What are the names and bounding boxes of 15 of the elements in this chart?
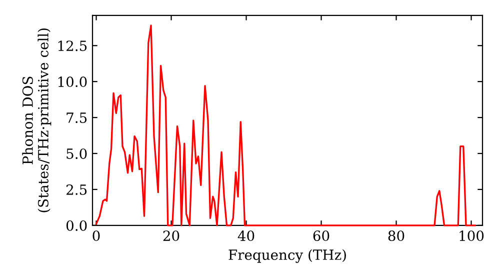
y-tick-label: 2.5 — [66, 184, 87, 195]
y-tick-label: 10.0 — [58, 76, 87, 88]
x-tick-label: 60 — [313, 230, 330, 242]
line-series — [95, 24, 476, 226]
x-axis-title: Frequency (THz) — [228, 249, 346, 263]
y-tick-label: 7.5 — [66, 112, 87, 123]
x-tick-label: 0 — [92, 230, 100, 242]
x-tick-label: 80 — [388, 230, 404, 242]
y-tick-label: 12.5 — [58, 40, 87, 52]
x-tick-label: 20 — [163, 230, 180, 242]
x-tick-label: 40 — [238, 230, 254, 242]
y-tick-label: 5.0 — [66, 148, 87, 159]
x-tick-label: 100 — [460, 230, 484, 242]
y-tick-label: 0.0 — [66, 220, 87, 231]
y-axis-title: Phonon DOS (States/THz·primitive cell) — [22, 28, 52, 212]
